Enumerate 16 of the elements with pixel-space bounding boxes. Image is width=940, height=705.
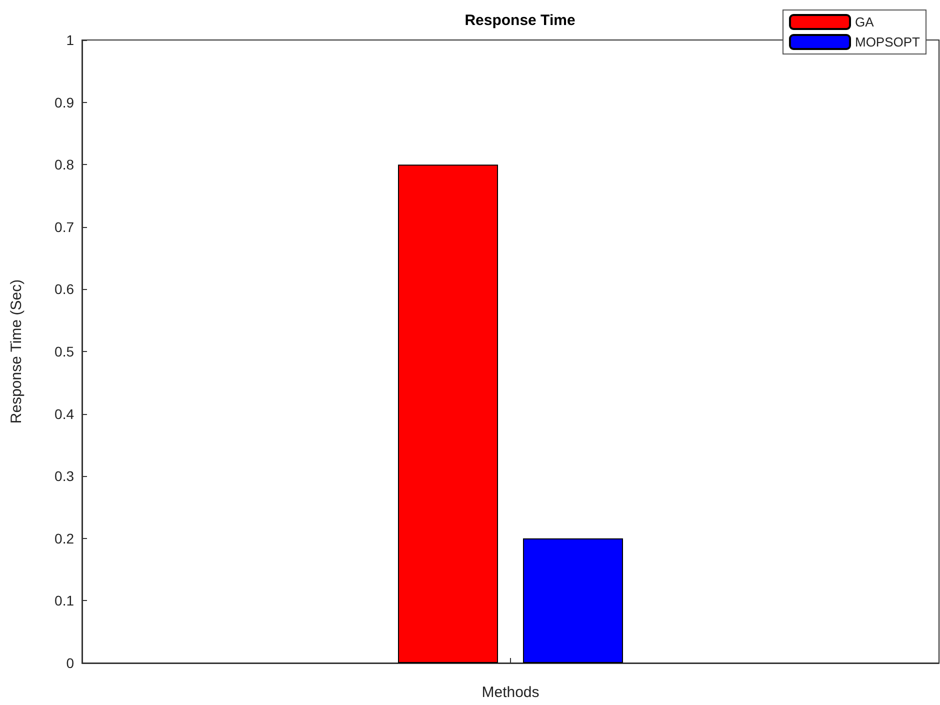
y-tick-label: 0.1 [54, 592, 74, 609]
chart-title: Response Time [464, 12, 576, 29]
y-tick-label: 0.2 [54, 530, 74, 546]
x-axis-title: Methods [482, 684, 540, 701]
y-tick-label: 0.8 [54, 156, 74, 173]
y-tick-label: 0.5 [54, 344, 74, 360]
y-tick-label: 1 [66, 32, 74, 48]
y-axis-title: Response Time (Sec) [8, 279, 25, 424]
y-tick-label: 0 [66, 655, 74, 671]
legend-label: GA [854, 14, 874, 30]
y-tick-label: 0.7 [54, 218, 74, 235]
y-tick-label: 0.4 [54, 406, 74, 422]
legend-label: MOPSOPT [854, 34, 920, 50]
y-tick-label: 0.3 [54, 468, 74, 484]
y-tick-label: 0.6 [54, 281, 74, 298]
y-tick-label: 0.9 [54, 94, 74, 110]
